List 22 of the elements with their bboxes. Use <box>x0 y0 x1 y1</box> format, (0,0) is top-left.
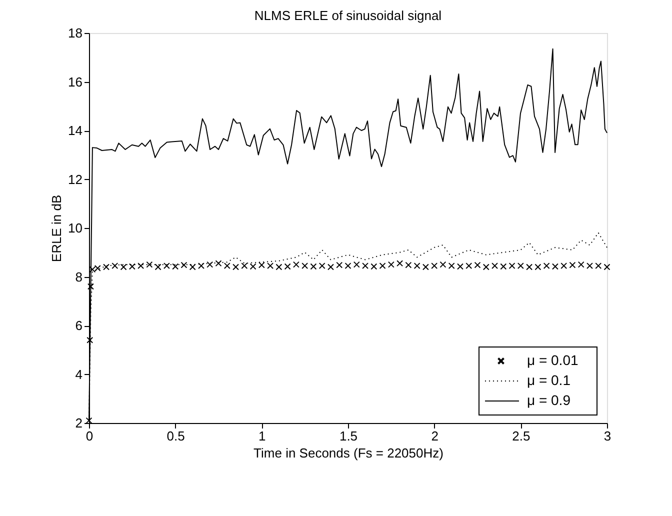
y-axis-title: ERLE in dB <box>49 194 64 262</box>
y-tick-label: 8 <box>75 269 82 284</box>
x-tick-label: 1 <box>258 428 266 444</box>
y-tick-label: 18 <box>68 26 82 40</box>
y-tick-label: 10 <box>68 220 82 236</box>
x-tick-label: 0 <box>86 428 94 444</box>
chart-title: NLMS ERLE of sinusoidal signal <box>254 8 442 23</box>
x-tick-label: 2.5 <box>512 428 530 444</box>
x-tick-label: 1.5 <box>339 428 358 444</box>
y-tick-label: 4 <box>75 366 82 382</box>
y-tick-label: 2 <box>75 416 82 430</box>
y-tick-label: 6 <box>75 318 82 333</box>
x-axis-title: Time in Seconds (Fs = 22050Hz) <box>254 446 444 460</box>
legend-label: μ = 0.1 <box>527 372 571 388</box>
y-tick-label: 16 <box>68 74 82 90</box>
y-tick-label: 14 <box>68 123 82 138</box>
x-tick-label: 0.5 <box>166 428 185 444</box>
legend-label: μ = 0.01 <box>527 352 578 368</box>
y-tick-label: 12 <box>68 172 82 187</box>
x-tick-label: 3 <box>604 428 612 444</box>
x-tick-label: 2 <box>431 428 438 444</box>
legend-label: μ = 0.9 <box>527 392 571 408</box>
